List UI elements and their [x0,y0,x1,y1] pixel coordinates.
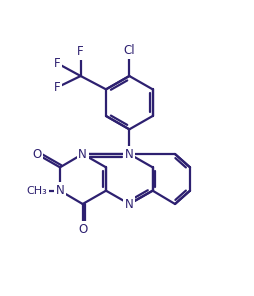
Text: CH₃: CH₃ [26,186,47,196]
Text: F: F [77,45,84,58]
Text: F: F [54,57,61,70]
Text: Cl: Cl [123,44,135,57]
Text: O: O [32,147,41,160]
Text: O: O [78,223,87,236]
Text: F: F [54,81,61,94]
Text: N: N [125,197,134,210]
Text: N: N [125,147,134,160]
Text: N: N [78,147,87,160]
Text: N: N [56,184,64,197]
